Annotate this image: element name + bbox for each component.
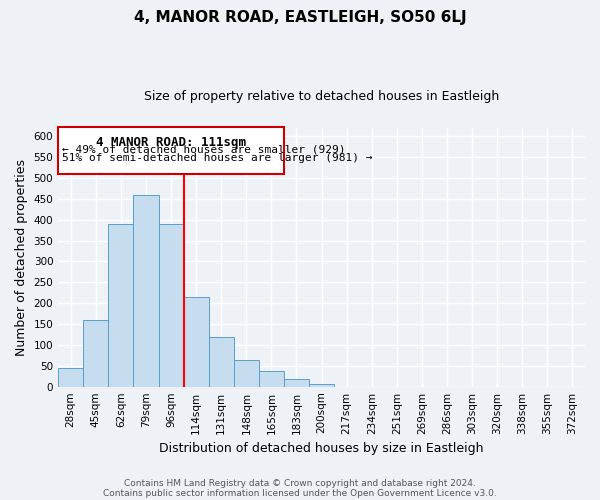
- Bar: [158, 224, 184, 386]
- Bar: [109, 224, 133, 386]
- Y-axis label: Number of detached properties: Number of detached properties: [15, 158, 28, 356]
- Title: Size of property relative to detached houses in Eastleigh: Size of property relative to detached ho…: [144, 90, 499, 103]
- FancyBboxPatch shape: [58, 127, 284, 174]
- Text: 4 MANOR ROAD: 111sqm: 4 MANOR ROAD: 111sqm: [96, 136, 246, 149]
- X-axis label: Distribution of detached houses by size in Eastleigh: Distribution of detached houses by size …: [160, 442, 484, 455]
- Bar: [58, 368, 83, 386]
- Bar: [284, 379, 309, 386]
- Text: Contains HM Land Registry data © Crown copyright and database right 2024.: Contains HM Land Registry data © Crown c…: [124, 478, 476, 488]
- Text: 51% of semi-detached houses are larger (981) →: 51% of semi-detached houses are larger (…: [62, 153, 373, 163]
- Text: ← 49% of detached houses are smaller (929): ← 49% of detached houses are smaller (92…: [62, 145, 346, 155]
- Bar: [259, 371, 284, 386]
- Text: 4, MANOR ROAD, EASTLEIGH, SO50 6LJ: 4, MANOR ROAD, EASTLEIGH, SO50 6LJ: [134, 10, 466, 25]
- Bar: [83, 320, 109, 386]
- Bar: [309, 384, 334, 386]
- Text: Contains public sector information licensed under the Open Government Licence v3: Contains public sector information licen…: [103, 488, 497, 498]
- Bar: [234, 360, 259, 386]
- Bar: [184, 297, 209, 386]
- Bar: [133, 194, 158, 386]
- Bar: [209, 336, 234, 386]
